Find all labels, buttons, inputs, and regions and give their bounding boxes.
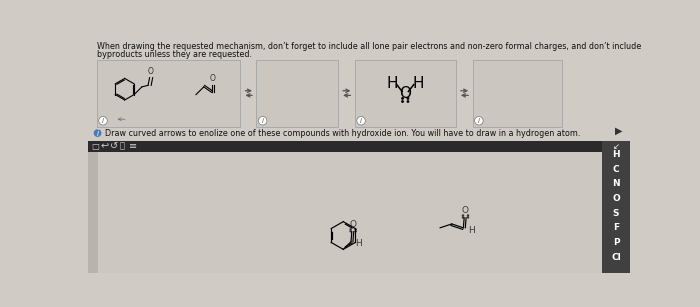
Circle shape <box>350 231 351 232</box>
Text: ↙: ↙ <box>612 142 620 151</box>
Text: O: O <box>148 67 153 76</box>
Text: O: O <box>612 194 620 203</box>
Text: O: O <box>349 220 356 229</box>
Text: S: S <box>612 209 620 218</box>
Text: H: H <box>413 76 424 91</box>
Bar <box>355 60 456 127</box>
Text: i: i <box>262 118 264 124</box>
Text: O: O <box>209 74 215 83</box>
Text: 🔍: 🔍 <box>119 142 125 151</box>
Text: i: i <box>97 129 99 138</box>
Text: byproducts unless they are requested.: byproducts unless they are requested. <box>97 50 252 59</box>
Bar <box>97 60 240 127</box>
Text: Cl: Cl <box>611 253 621 262</box>
Circle shape <box>357 117 365 125</box>
Text: ▶: ▶ <box>615 126 623 136</box>
Text: H: H <box>612 150 620 159</box>
Text: ↩: ↩ <box>101 141 108 151</box>
Bar <box>88 152 97 273</box>
Text: ≡: ≡ <box>129 141 137 151</box>
Text: C: C <box>612 165 620 174</box>
Text: Draw curved arrows to enolize one of these compounds with hydroxide ion. You wil: Draw curved arrows to enolize one of the… <box>104 129 580 138</box>
Text: H: H <box>386 76 398 91</box>
Bar <box>473 60 562 127</box>
Circle shape <box>99 117 107 125</box>
Text: ↺: ↺ <box>110 141 118 151</box>
Text: O: O <box>399 86 412 101</box>
Text: P: P <box>612 238 620 247</box>
Bar <box>88 141 602 152</box>
Bar <box>256 60 338 127</box>
Text: □: □ <box>92 142 99 151</box>
Text: i: i <box>478 118 480 124</box>
Text: H: H <box>356 239 362 248</box>
Bar <box>602 141 630 273</box>
Text: i: i <box>102 118 104 124</box>
Circle shape <box>407 101 409 102</box>
Circle shape <box>258 117 267 125</box>
Text: F: F <box>613 223 619 232</box>
Circle shape <box>407 98 409 99</box>
Text: N: N <box>612 179 620 188</box>
Circle shape <box>355 229 356 230</box>
Text: When drawing the requested mechanism, don’t forget to include all lone pair elec: When drawing the requested mechanism, do… <box>97 42 641 51</box>
Text: O: O <box>461 207 468 216</box>
Circle shape <box>350 229 351 230</box>
Circle shape <box>402 98 403 99</box>
Circle shape <box>355 231 356 232</box>
Bar <box>97 152 602 273</box>
Circle shape <box>475 117 483 125</box>
Circle shape <box>402 101 403 102</box>
Text: H: H <box>468 226 475 235</box>
Text: i: i <box>360 118 362 124</box>
Circle shape <box>94 129 102 137</box>
